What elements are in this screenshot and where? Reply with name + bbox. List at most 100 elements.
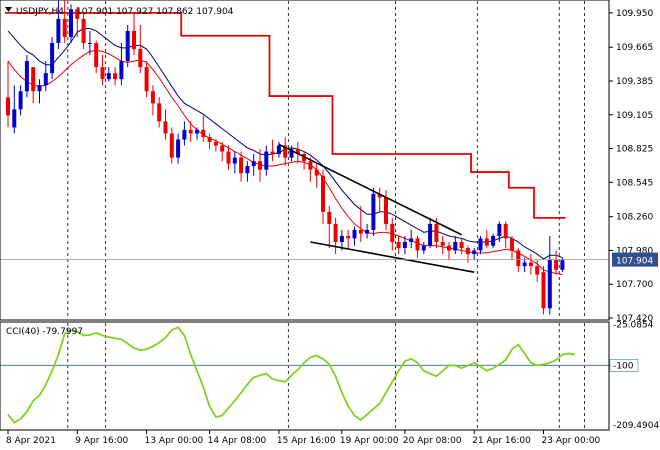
candle-body [308,161,313,170]
candle[interactable] [264,145,269,176]
candle[interactable] [352,226,357,246]
trend-line[interactable] [310,241,475,273]
candle[interactable] [528,254,533,275]
candle[interactable] [188,121,193,142]
candle[interactable] [333,217,338,255]
candle[interactable] [491,233,496,249]
candle-body [276,145,281,154]
candle[interactable] [358,205,363,243]
candle[interactable] [50,36,55,80]
candle[interactable] [390,217,395,251]
candle[interactable] [182,121,187,146]
candle[interactable] [321,169,325,224]
candle[interactable] [201,115,206,142]
candle[interactable] [144,61,149,98]
candle[interactable] [453,235,458,255]
chart-ohlc: 107.901 107.927 107.862 107.904 [76,7,234,17]
candle[interactable] [371,187,376,236]
candle[interactable] [239,151,244,182]
candle[interactable] [106,67,111,82]
candle[interactable] [37,79,42,104]
candle[interactable] [428,217,433,249]
candle[interactable] [195,127,199,140]
candle[interactable] [308,157,313,182]
candle[interactable] [484,229,489,249]
candle[interactable] [24,55,29,98]
stop-line [4,11,566,219]
candle[interactable] [87,30,92,56]
candle[interactable] [119,43,124,86]
candle[interactable] [472,248,477,261]
current-price-label: 107.904 [616,257,653,267]
candle-body [163,121,168,134]
candle[interactable] [213,139,218,152]
candle[interactable] [541,266,546,315]
trend-lines-layer[interactable] [278,143,475,273]
candle[interactable] [157,97,162,128]
candle[interactable] [560,257,565,273]
candles-layer[interactable] [6,0,565,315]
candle[interactable] [100,55,105,86]
candle[interactable] [169,127,174,164]
candle[interactable] [220,141,225,162]
candle[interactable] [132,12,136,56]
candle[interactable] [314,163,319,188]
candle[interactable] [440,235,445,255]
candle[interactable] [125,24,130,68]
candle[interactable] [365,223,370,239]
candle[interactable] [62,0,67,44]
candle[interactable] [138,24,143,74]
candle[interactable] [377,187,382,212]
candle[interactable] [409,229,414,249]
candle[interactable] [43,61,48,92]
candle[interactable] [327,205,332,249]
candle-body [251,161,256,167]
candle[interactable] [522,257,527,273]
candle[interactable] [415,235,420,258]
candle[interactable] [75,6,80,37]
candle[interactable] [18,85,23,116]
candle[interactable] [232,151,237,174]
candle[interactable] [31,67,36,104]
candle[interactable] [251,153,256,176]
candle[interactable] [150,85,155,116]
candle[interactable] [547,235,552,315]
candle[interactable] [396,235,401,255]
candle[interactable] [302,151,307,170]
candle[interactable] [447,242,451,261]
candle[interactable] [421,242,426,255]
candle[interactable] [478,235,483,255]
chart-menu-icon[interactable] [5,7,12,12]
candle[interactable] [69,4,73,44]
candle[interactable] [270,139,275,162]
candle[interactable] [459,238,464,255]
candle[interactable] [289,145,294,162]
candle[interactable] [81,12,86,50]
candle[interactable] [503,221,508,249]
candle[interactable] [207,133,212,150]
candle[interactable] [283,137,288,167]
candle[interactable] [94,40,99,74]
candle[interactable] [554,250,559,275]
candle[interactable] [510,235,514,261]
candle[interactable] [516,248,521,273]
candle[interactable] [12,85,17,134]
candle-body [62,18,67,37]
candle[interactable] [56,0,61,50]
candle[interactable] [176,133,181,164]
candle[interactable] [245,161,250,182]
candle[interactable] [497,221,502,243]
candle[interactable] [346,229,351,249]
candle[interactable] [258,149,262,182]
candle-body [69,9,73,37]
candle-body [213,141,218,146]
candle[interactable] [535,260,540,282]
candle[interactable] [163,109,168,140]
candle[interactable] [6,61,10,128]
candle[interactable] [402,235,407,255]
candle[interactable] [295,141,300,164]
candle[interactable] [113,67,118,86]
trend-line[interactable] [278,143,462,236]
candle[interactable] [226,145,231,170]
